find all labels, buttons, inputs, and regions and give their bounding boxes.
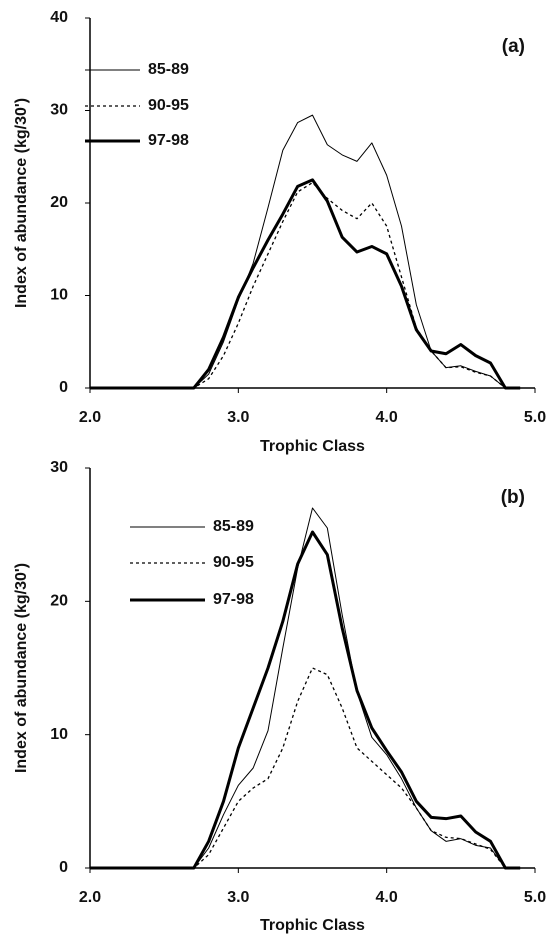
data-line bbox=[90, 530, 521, 870]
y-tick-label: 20 bbox=[50, 593, 68, 610]
y-tick-label: 10 bbox=[50, 287, 68, 304]
data-line bbox=[90, 507, 521, 869]
legend-label: 97-98 bbox=[213, 591, 254, 608]
x-axis-title: Trophic Class bbox=[260, 917, 365, 934]
y-tick-label: 0 bbox=[59, 379, 68, 396]
x-tick-label: 2.0 bbox=[79, 409, 101, 426]
x-tick-label: 5.0 bbox=[524, 409, 546, 426]
x-tick-label: 5.0 bbox=[524, 889, 546, 906]
legend-label: 97-98 bbox=[148, 132, 189, 149]
legend-label: 90-95 bbox=[148, 97, 189, 114]
y-tick-label: 20 bbox=[50, 194, 68, 211]
x-axis-title: Trophic Class bbox=[260, 438, 365, 455]
y-tick-label: 40 bbox=[50, 9, 68, 26]
panel-label: (b) bbox=[501, 487, 525, 508]
legend-label: 85-89 bbox=[148, 61, 189, 78]
y-axis-title: Index of abundance (kg/30') bbox=[13, 563, 30, 773]
y-axis-title: Index of abundance (kg/30') bbox=[13, 98, 30, 308]
y-tick-label: 30 bbox=[50, 102, 68, 119]
x-tick-label: 4.0 bbox=[376, 889, 398, 906]
legend-label: 90-95 bbox=[213, 554, 254, 571]
x-tick-label: 3.0 bbox=[227, 409, 249, 426]
y-tick-label: 10 bbox=[50, 726, 68, 743]
x-tick-label: 3.0 bbox=[227, 889, 249, 906]
data-line bbox=[90, 178, 521, 390]
legend-label: 85-89 bbox=[213, 518, 254, 535]
y-tick-label: 0 bbox=[59, 859, 68, 876]
panel-label: (a) bbox=[502, 36, 525, 57]
x-tick-label: 2.0 bbox=[79, 889, 101, 906]
data-line bbox=[90, 182, 521, 389]
x-tick-label: 4.0 bbox=[376, 409, 398, 426]
data-line bbox=[90, 667, 521, 869]
y-tick-label: 30 bbox=[50, 459, 68, 476]
